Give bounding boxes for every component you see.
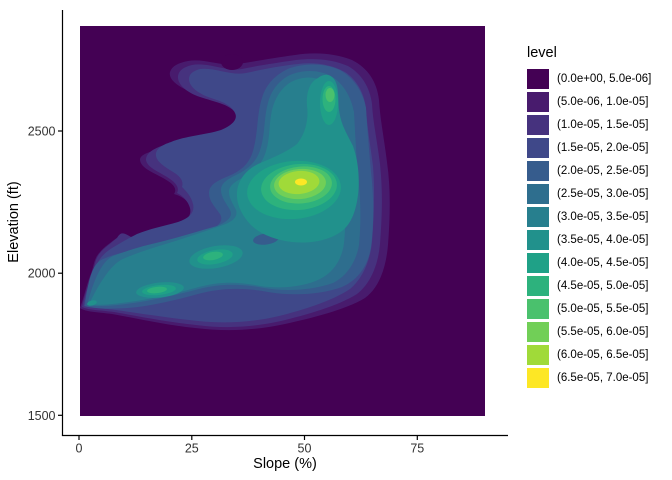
legend-swatch [527, 368, 549, 388]
legend-entries: (0.0e+00, 5.0e-06] (5.0e-06, 1.0e-05] (1.0… [527, 69, 651, 388]
legend-item: (2.5e-05, 3.0e-05] [527, 184, 651, 204]
legend-label: (1.5e-05, 2.0e-05] [557, 142, 649, 154]
legend-item: (0.0e+00, 5.0e-06] [527, 69, 651, 89]
legend-item: (6.0e-05, 6.5e-05] [527, 345, 651, 365]
legend-swatch [527, 253, 549, 273]
x-axis-title: Slope (%) [253, 456, 317, 472]
legend: level (0.0e+00, 5.0e-06] (5.0e-06, 1.0e-0… [527, 45, 651, 391]
legend-swatch [527, 230, 549, 250]
legend-label: (3.5e-05, 4.0e-05] [557, 234, 649, 246]
legend-item: (1.0e-05, 1.5e-05] [527, 115, 651, 135]
legend-swatch [527, 276, 549, 296]
contour-level-14-peak [295, 178, 307, 186]
legend-label: (3.0e-05, 3.5e-05] [557, 211, 649, 223]
y-axis-title: Elevation (ft) [6, 181, 22, 263]
legend-item: (5.5e-05, 6.0e-05] [527, 322, 651, 342]
legend-item: (3.5e-05, 4.0e-05] [527, 230, 651, 250]
x-tick-label: 50 [298, 442, 312, 456]
legend-item: (5.0e-06, 1.0e-05] [527, 92, 651, 112]
legend-label: (2.5e-05, 3.0e-05] [557, 188, 649, 200]
legend-item: (6.5e-05, 7.0e-05] [527, 368, 651, 388]
y-tick-label: 1500 [28, 409, 56, 423]
contour-level-8-tail [87, 300, 97, 306]
contour-top-notch [221, 54, 243, 70]
y-tick-label: 2000 [28, 267, 56, 281]
legend-item: (4.5e-05, 5.0e-05] [527, 276, 651, 296]
legend-label: (5.0e-05, 5.5e-05] [557, 303, 649, 315]
legend-label: (2.0e-05, 2.5e-05] [557, 165, 649, 177]
x-tick-label: 25 [185, 442, 199, 456]
legend-swatch [527, 299, 549, 319]
x-tick-label: 75 [410, 442, 424, 456]
contour-level-10-midblob [203, 251, 223, 261]
legend-title: level [527, 45, 557, 61]
legend-swatch [527, 207, 549, 227]
legend-label: (5.0e-06, 1.0e-05] [557, 96, 649, 108]
contour-level-7 [89, 77, 346, 305]
legend-item: (4.0e-05, 4.5e-05] [527, 253, 651, 273]
legend-label: (1.0e-05, 1.5e-05] [557, 119, 649, 131]
legend-label: (5.5e-05, 6.0e-05] [557, 326, 649, 338]
legend-label: (4.5e-05, 5.0e-05] [557, 280, 649, 292]
legend-swatch [527, 322, 549, 342]
legend-item: (3.0e-05, 3.5e-05] [527, 207, 651, 227]
legend-label: (4.0e-05, 4.5e-05] [557, 257, 649, 269]
contour-level-10-greenblob [147, 286, 167, 294]
legend-item: (1.5e-05, 2.0e-05] [527, 138, 651, 158]
legend-swatch [527, 69, 549, 89]
x-tick-label: 0 [76, 442, 83, 456]
legend-swatch [527, 92, 549, 112]
legend-swatch [527, 138, 549, 158]
legend-swatch [527, 345, 549, 365]
contour-level-11-tongue [325, 88, 335, 102]
legend-label: (6.5e-05, 7.0e-05] [557, 372, 649, 384]
legend-swatch [527, 115, 549, 135]
legend-label: (6.0e-05, 6.5e-05] [557, 349, 649, 361]
legend-swatch [527, 161, 549, 181]
legend-item: (5.0e-05, 5.5e-05] [527, 299, 651, 319]
legend-swatch [527, 184, 549, 204]
legend-label: (0.0e+00, 5.0e-06] [557, 73, 652, 85]
legend-item: (2.0e-05, 2.5e-05] [527, 161, 651, 181]
y-tick-label: 2500 [28, 125, 56, 139]
